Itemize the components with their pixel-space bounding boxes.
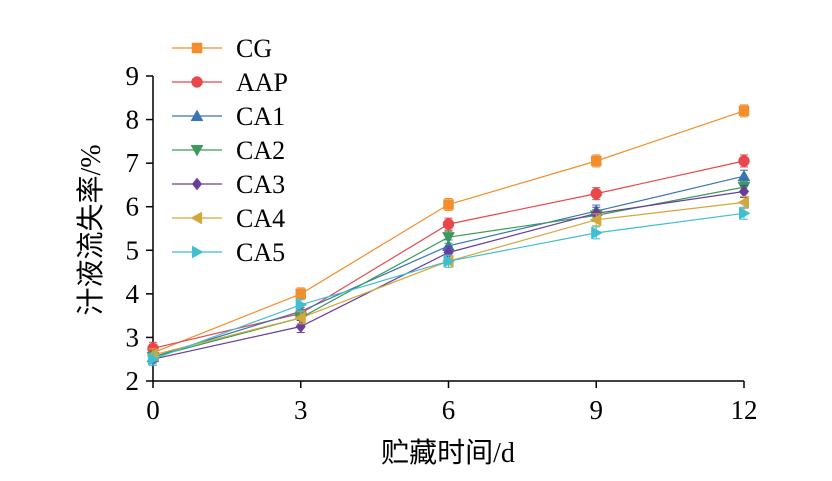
y-axis-label: 汁液流失率/% <box>75 144 107 315</box>
data-point-cg <box>295 288 306 300</box>
data-point-ca5 <box>591 226 603 240</box>
axes: 2 3 4 5 6 7 8 9 0 3 6 9 12 <box>126 61 758 425</box>
x-axis-label: 贮藏时间/d <box>381 437 515 469</box>
x-tick-label: 3 <box>294 395 308 425</box>
x-tick-label: 0 <box>146 395 160 425</box>
legend-label: CA4 <box>236 204 285 233</box>
data-point-cg <box>443 199 454 210</box>
data-point-ca2 <box>442 232 455 244</box>
series-markers <box>146 104 751 366</box>
data-point-ca4 <box>589 213 602 227</box>
legend-label: CA1 <box>236 102 285 131</box>
legend-marker <box>191 177 203 191</box>
x-tick-label: 9 <box>590 395 604 425</box>
y-tick-label: 6 <box>126 192 140 222</box>
legend-label: AAP <box>236 68 288 97</box>
data-point-aap <box>590 187 602 200</box>
legend-marker <box>190 144 204 157</box>
legend-marker <box>191 76 203 88</box>
data-point-cg <box>738 105 750 117</box>
data-point-ca5 <box>738 206 751 220</box>
legend-label: CA5 <box>236 238 285 267</box>
y-tick-label: 3 <box>126 322 140 352</box>
x-tick-label: 12 <box>731 395 758 425</box>
legend-label: CA2 <box>236 136 285 165</box>
data-point-aap <box>442 218 455 230</box>
data-point-ca5 <box>295 298 308 312</box>
y-tick-label: 4 <box>126 279 140 309</box>
data-point-ca5 <box>147 352 160 366</box>
data-point-ca4 <box>294 311 306 325</box>
legend-marker <box>191 42 203 54</box>
data-point-cg <box>591 155 602 167</box>
data-point-ca4 <box>737 195 750 209</box>
data-point-ca1 <box>737 169 751 182</box>
y-tick-label: 9 <box>126 61 140 91</box>
data-point-aap <box>738 155 750 167</box>
x-tick-label: 6 <box>442 395 456 425</box>
legend-label: CA3 <box>236 170 285 199</box>
y-tick-label: 2 <box>126 366 140 396</box>
data-point-ca5 <box>443 254 456 268</box>
legend-marker <box>190 109 204 122</box>
legend: CG AAP CA1 CA2 CA3 CA4 CA5 <box>172 34 288 267</box>
y-tick-label: 8 <box>126 105 140 135</box>
legend-marker <box>190 211 203 225</box>
y-tick-label: 5 <box>126 235 140 265</box>
legend-label: CG <box>236 34 272 63</box>
legend-marker <box>191 245 204 259</box>
y-tick-label: 7 <box>126 148 140 178</box>
